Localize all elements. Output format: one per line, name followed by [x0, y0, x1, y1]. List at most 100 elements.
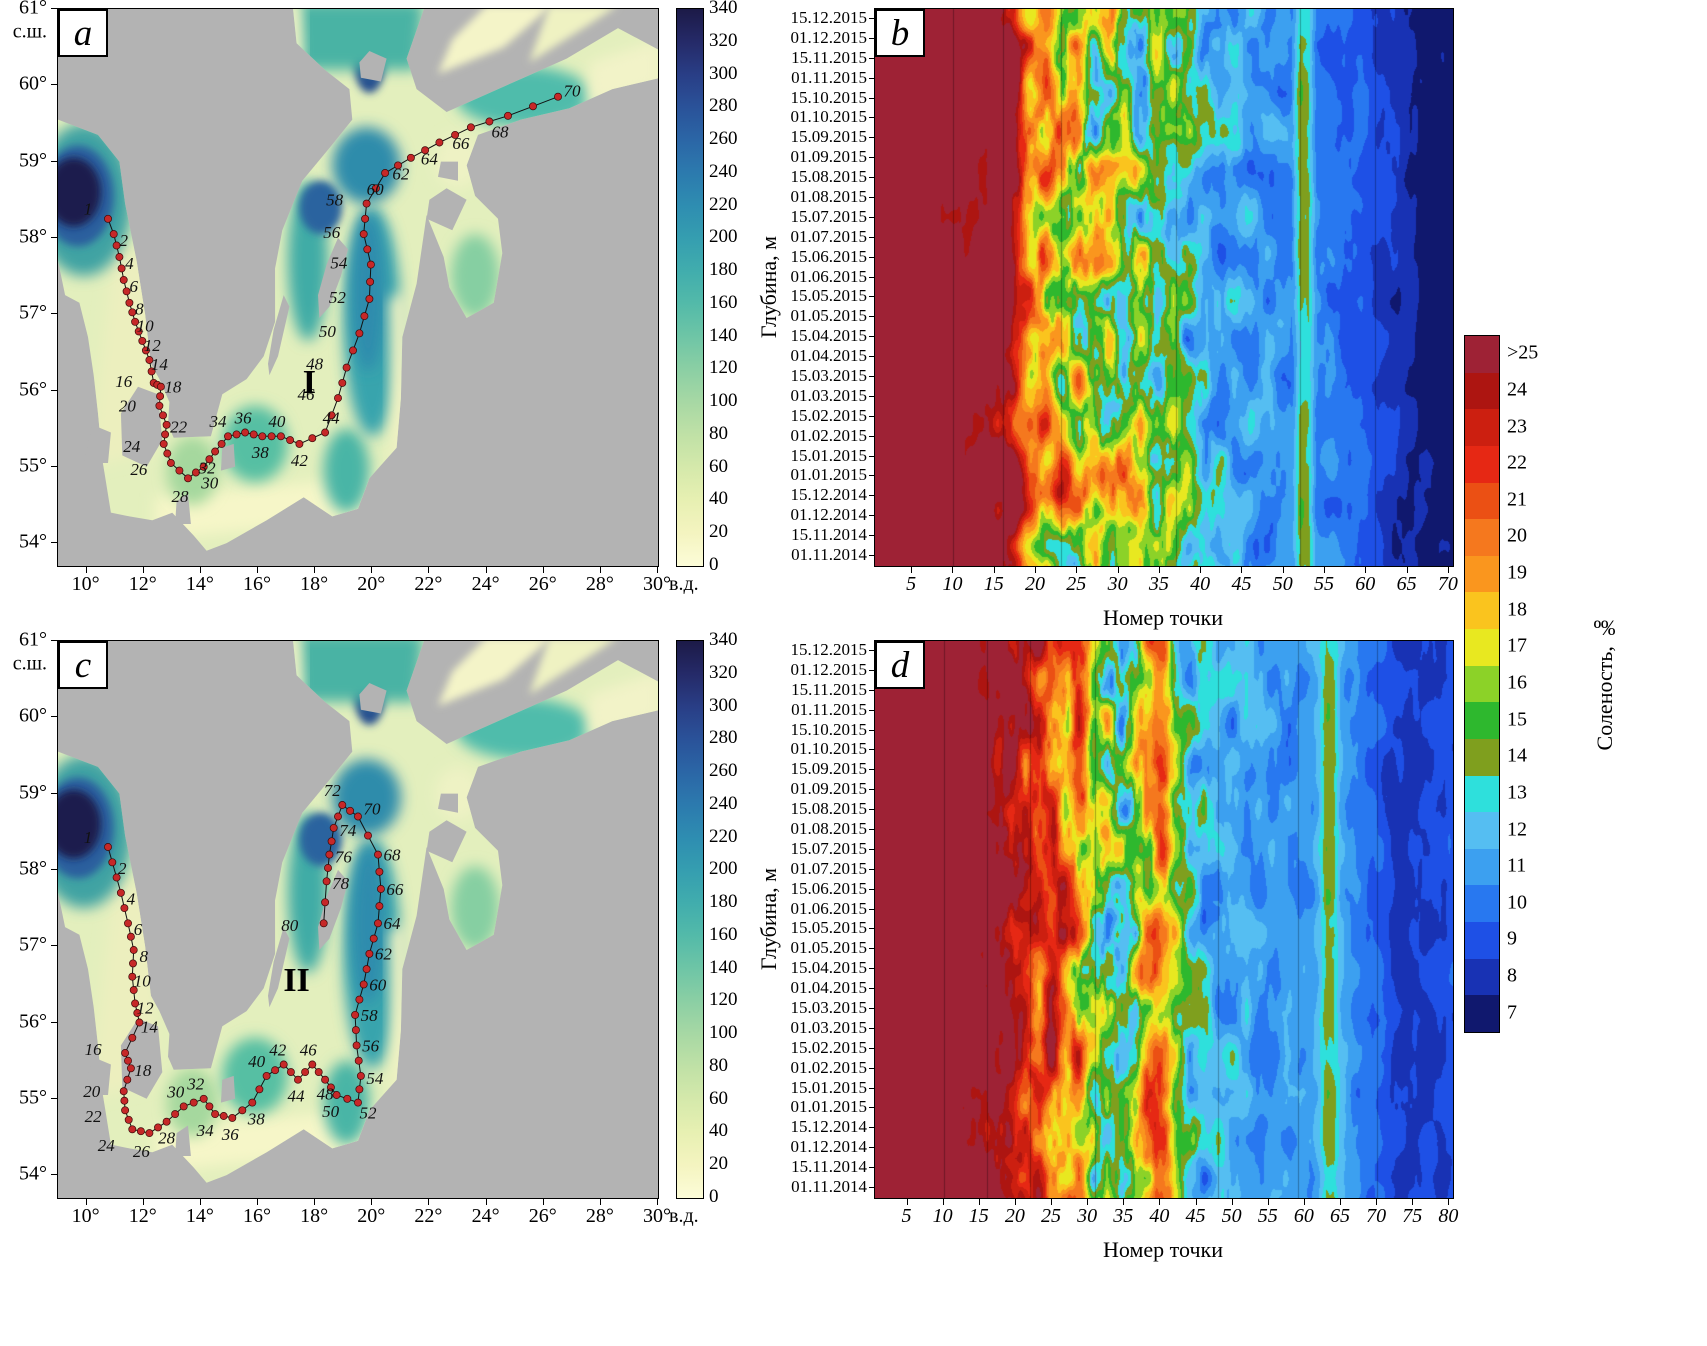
point-number-label: 16 — [85, 1040, 103, 1059]
track-point — [138, 336, 147, 345]
date-tickmark-b — [869, 475, 874, 476]
point-tickmark-b — [1200, 567, 1201, 573]
track-point — [241, 428, 250, 437]
island — [318, 237, 348, 318]
island — [359, 51, 387, 82]
lon-tick-a: 16° — [243, 573, 271, 595]
date-tickmark-d — [869, 988, 874, 989]
track-point — [228, 1113, 237, 1122]
date-label-d: 01.11.2015 — [791, 699, 867, 719]
point-number-label: 60 — [369, 975, 387, 994]
date-label-d: 01.11.2014 — [791, 1177, 867, 1197]
date-tickmark-d — [869, 889, 874, 890]
point-number-label: 10 — [134, 972, 152, 991]
track-point — [112, 873, 121, 882]
panel-letter-a: a — [58, 9, 108, 57]
track-point — [166, 459, 175, 467]
date-tickmark-d — [869, 730, 874, 731]
track-point — [159, 411, 167, 420]
lon-tickmark-c — [257, 1199, 258, 1205]
lon-tick-a: 28° — [585, 573, 614, 595]
lon-tick-a: 22° — [414, 573, 443, 595]
point-number-label: 48 — [306, 355, 324, 374]
track-point — [366, 277, 375, 286]
lat-tick-a: 58° — [19, 225, 47, 248]
point-number-tick-b: 15 — [983, 573, 1004, 595]
date-tickmark-d — [869, 710, 874, 711]
point-tickmark-b — [1118, 567, 1119, 573]
date-tickmark-d — [869, 749, 874, 750]
date-tickmark-b — [869, 456, 874, 457]
track-point — [554, 92, 562, 101]
date-tickmark-d — [869, 1028, 874, 1029]
point-tickmark-b — [1407, 567, 1408, 573]
island — [83, 1056, 111, 1095]
track-point — [129, 946, 138, 954]
point-tickmark-b — [1159, 567, 1160, 573]
track-point — [162, 1117, 171, 1126]
point-number-label: 72 — [324, 781, 342, 800]
date-tickmark-b — [869, 436, 874, 437]
point-number-label: 62 — [375, 945, 393, 964]
track-point — [435, 138, 444, 147]
track-point — [124, 1115, 133, 1124]
date-tickmark-b — [869, 98, 874, 99]
date-tickmark-b — [869, 376, 874, 377]
point-tickmark-d — [1159, 1199, 1160, 1205]
date-tickmark-b — [869, 416, 874, 417]
point-number-tick-b: 60 — [1355, 573, 1376, 595]
track-point — [255, 1085, 264, 1094]
salinity-band — [1465, 885, 1499, 922]
lon-tickmark-c — [371, 1199, 372, 1205]
track-point — [128, 308, 137, 317]
depth-cb-tick-c: 220 — [709, 825, 738, 847]
lat-tick-a: 55° — [19, 454, 47, 477]
point-number-label: 4 — [125, 254, 134, 273]
lat-tick-c: 59° — [19, 781, 47, 804]
lon-tick-c: 14° — [185, 1205, 214, 1227]
lat-tick-a: 57° — [19, 301, 47, 324]
point-number-label: 42 — [269, 1040, 287, 1059]
date-label-b: 15.11.2014 — [791, 525, 867, 545]
date-label-b: 15.09.2015 — [790, 127, 868, 147]
date-label-d: 01.09.2015 — [790, 779, 868, 799]
salinity-cb-tick: 18 — [1507, 598, 1527, 621]
salinity-cb-tick: 21 — [1507, 488, 1527, 511]
point-tickmark-d — [1015, 1199, 1016, 1205]
point-number-label: 46 — [300, 1040, 318, 1059]
island — [120, 386, 163, 467]
track-point — [356, 1071, 365, 1080]
date-tickmark-d — [869, 829, 874, 830]
date-tickmark-b — [869, 197, 874, 198]
point-number-label: 16 — [115, 372, 133, 391]
track-point — [249, 430, 258, 439]
depth-cb-tick-a: 80 — [709, 422, 728, 444]
depth-cb-tick-a: 40 — [709, 488, 728, 510]
track-point — [128, 972, 137, 981]
track-point — [129, 986, 138, 995]
point-tickmark-d — [1232, 1199, 1233, 1205]
track-point — [120, 904, 129, 913]
track-point — [175, 466, 184, 475]
point-tickmark-b — [1365, 567, 1366, 573]
track-point — [364, 831, 372, 840]
track-point — [375, 867, 384, 876]
point-number-label: 60 — [367, 180, 385, 199]
depth-shade — [166, 436, 218, 505]
date-label-d: 01.08.2015 — [790, 818, 868, 838]
track-point — [352, 1041, 361, 1050]
track-point — [136, 1127, 145, 1136]
salinity-heatmap-d-canvas — [875, 641, 1453, 1198]
point-number-tick-d: 30 — [1077, 1205, 1098, 1227]
depth-cb-tick-c: 300 — [709, 694, 738, 716]
point-number-label: 22 — [85, 1107, 103, 1126]
point-number-label: 68 — [492, 123, 510, 142]
salinity-cb-tick: 12 — [1507, 818, 1527, 841]
track-point — [161, 430, 170, 439]
lon-tickmark-a — [428, 567, 429, 573]
date-tickmark-b — [869, 58, 874, 59]
lat-tick-a: 61° — [19, 0, 47, 19]
depth-cb-tick-a: 0 — [709, 554, 719, 575]
track-point — [365, 949, 374, 958]
point-number-tick-d: 75 — [1402, 1205, 1423, 1227]
